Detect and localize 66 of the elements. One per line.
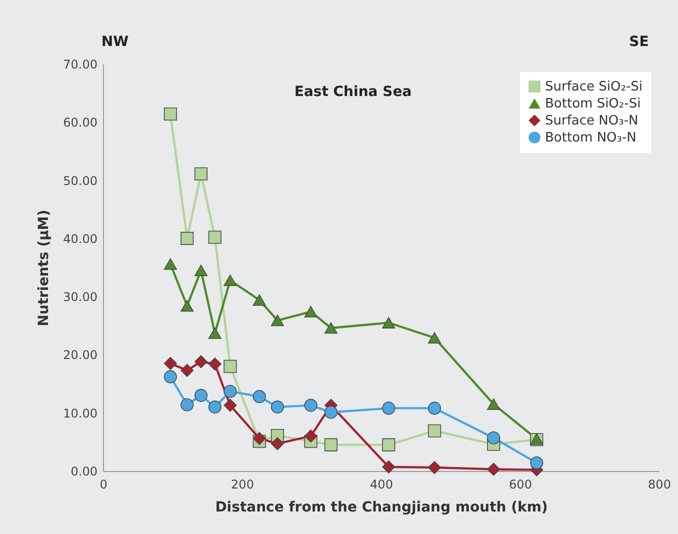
y-axis-title: Nutrients (µM) (36, 210, 52, 326)
point (180, 364, 194, 377)
point (270, 314, 284, 326)
point (304, 398, 318, 412)
point (382, 402, 396, 415)
x-axis-title: Distance from the Changjiang mouth (km) (215, 500, 548, 516)
point (428, 424, 442, 438)
point (487, 431, 500, 444)
point (224, 384, 237, 398)
point (180, 300, 194, 312)
point (324, 438, 338, 452)
point (324, 406, 338, 419)
point (270, 400, 284, 414)
point (304, 306, 318, 318)
y-tick-label: 0.00 (70, 464, 98, 478)
point (428, 460, 442, 474)
text: East China Sea (294, 84, 412, 100)
point (324, 322, 338, 334)
point (194, 167, 208, 180)
text: SE (629, 34, 649, 50)
point (382, 317, 396, 328)
legend-label: Bottom SiO₂-Si (545, 96, 641, 112)
point (382, 460, 396, 474)
point (487, 398, 500, 410)
point (224, 398, 237, 412)
point (208, 230, 222, 244)
point (164, 356, 177, 370)
x-tick-label: 800 (648, 478, 671, 492)
point (180, 232, 194, 245)
text: NW (101, 34, 129, 50)
point (252, 432, 266, 445)
y-tick-label: 20.00 (63, 348, 98, 362)
y-tick-label: 70.00 (63, 58, 98, 72)
point (270, 437, 284, 450)
y-tick-label: 50.00 (63, 174, 98, 188)
point (194, 355, 208, 368)
point (194, 264, 208, 276)
x-tick-label: 200 (231, 478, 254, 492)
point (224, 360, 237, 373)
x-tick-label: 600 (509, 478, 532, 492)
point (382, 438, 396, 452)
legend-label: Surface NO₃-N (545, 114, 638, 128)
point (428, 332, 442, 344)
point (224, 274, 237, 286)
point (164, 107, 177, 121)
point (252, 390, 266, 404)
point (208, 357, 222, 371)
point (180, 398, 194, 412)
point (164, 370, 177, 384)
point (208, 328, 222, 339)
y-tick-label: 40.00 (63, 232, 98, 246)
point (164, 258, 177, 270)
point (487, 462, 500, 476)
point (428, 402, 442, 415)
y-tick-label: 60.00 (63, 116, 98, 130)
point (530, 456, 544, 470)
point (252, 294, 266, 306)
point (304, 430, 318, 443)
y-tick-label: 30.00 (63, 290, 98, 304)
x-tick-label: 0 (100, 478, 108, 492)
y-tick-label: 10.00 (63, 406, 98, 420)
legend-label: Bottom NO₃-N (545, 130, 636, 146)
point (208, 400, 222, 414)
point (194, 388, 208, 402)
legend-label: Surface SiO₂-Si (545, 80, 643, 94)
x-tick-label: 400 (370, 478, 393, 492)
